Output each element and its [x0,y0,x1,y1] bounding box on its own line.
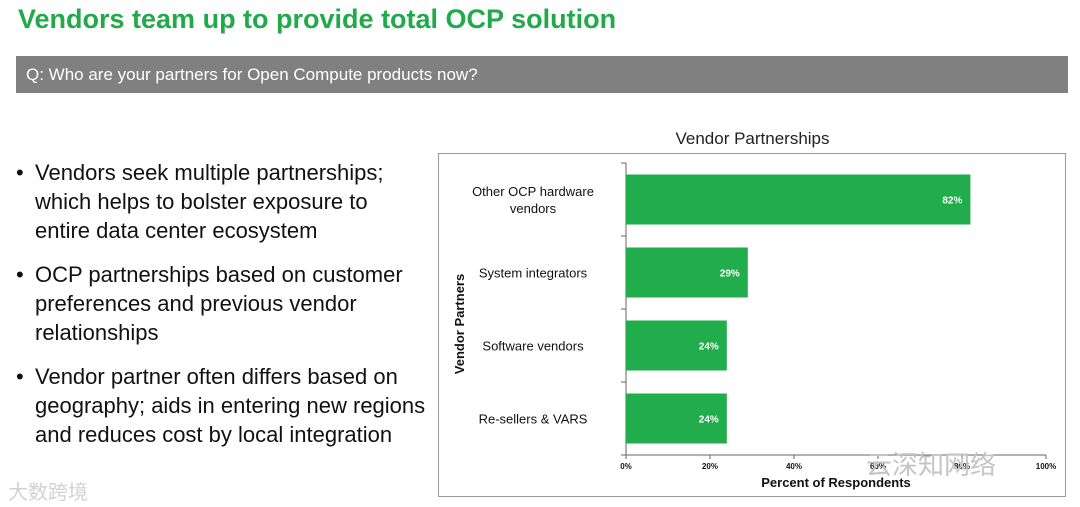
x-tick-label: 60% [870,462,886,471]
category-label: Other OCP hardware vendors [472,184,594,216]
bar [626,320,727,371]
page-title: Vendors team up to provide total OCP sol… [18,4,617,34]
bullet-icon: • [16,364,24,389]
bar [626,393,727,444]
x-tick-label: 80% [954,462,970,471]
category-label: Re-sellers & VARS [479,412,588,427]
question-banner: Q: Who are your partners for Open Comput… [16,56,1068,93]
watermark-right: 云深知网络 [866,450,997,480]
y-axis-title: Vendor Partners [452,274,467,374]
bullet-list: • Vendors seek multiple partnerships; whi… [16,158,428,464]
bullet-item: • Vendors seek multiple partnerships; whi… [16,158,428,245]
x-tick-label: 20% [702,462,718,471]
question-text: Q: Who are your partners for Open Comput… [26,65,478,84]
bullet-text: OCP partnerships based on customer prefe… [35,262,403,345]
bar [626,174,971,225]
x-axis-title: Percent of Respondents [761,475,911,490]
bullet-icon: • [16,262,24,287]
bar [626,247,748,298]
x-tick-label: 100% [1036,462,1056,471]
bar-value-label: 82% [942,196,962,207]
bullet-text: Vendors seek multiple partnerships; whic… [35,160,384,243]
x-tick-label: 0% [620,462,632,471]
watermark-left: 大数跨境 [8,482,88,504]
bullet-item: • OCP partnerships based on customer pref… [16,260,428,347]
bar-value-label: 29% [720,269,740,280]
x-tick-label: 40% [786,462,802,471]
chart-frame [438,153,1066,497]
vendor-partnerships-chart: 82% Other OCP hardware vendors 29% System in… [452,162,1056,490]
bar-value-label: 24% [699,415,719,426]
category-label: System integrators [479,266,588,281]
category-label: Software vendors [482,339,584,354]
chart-title: Vendor Partnerships [675,129,830,148]
bar-value-label: 24% [699,342,719,353]
bullet-item: • Vendor partner often differs based on g… [16,362,428,449]
bullet-text: Vendor partner often differs based on ge… [35,364,426,447]
bullet-icon: • [16,160,24,185]
